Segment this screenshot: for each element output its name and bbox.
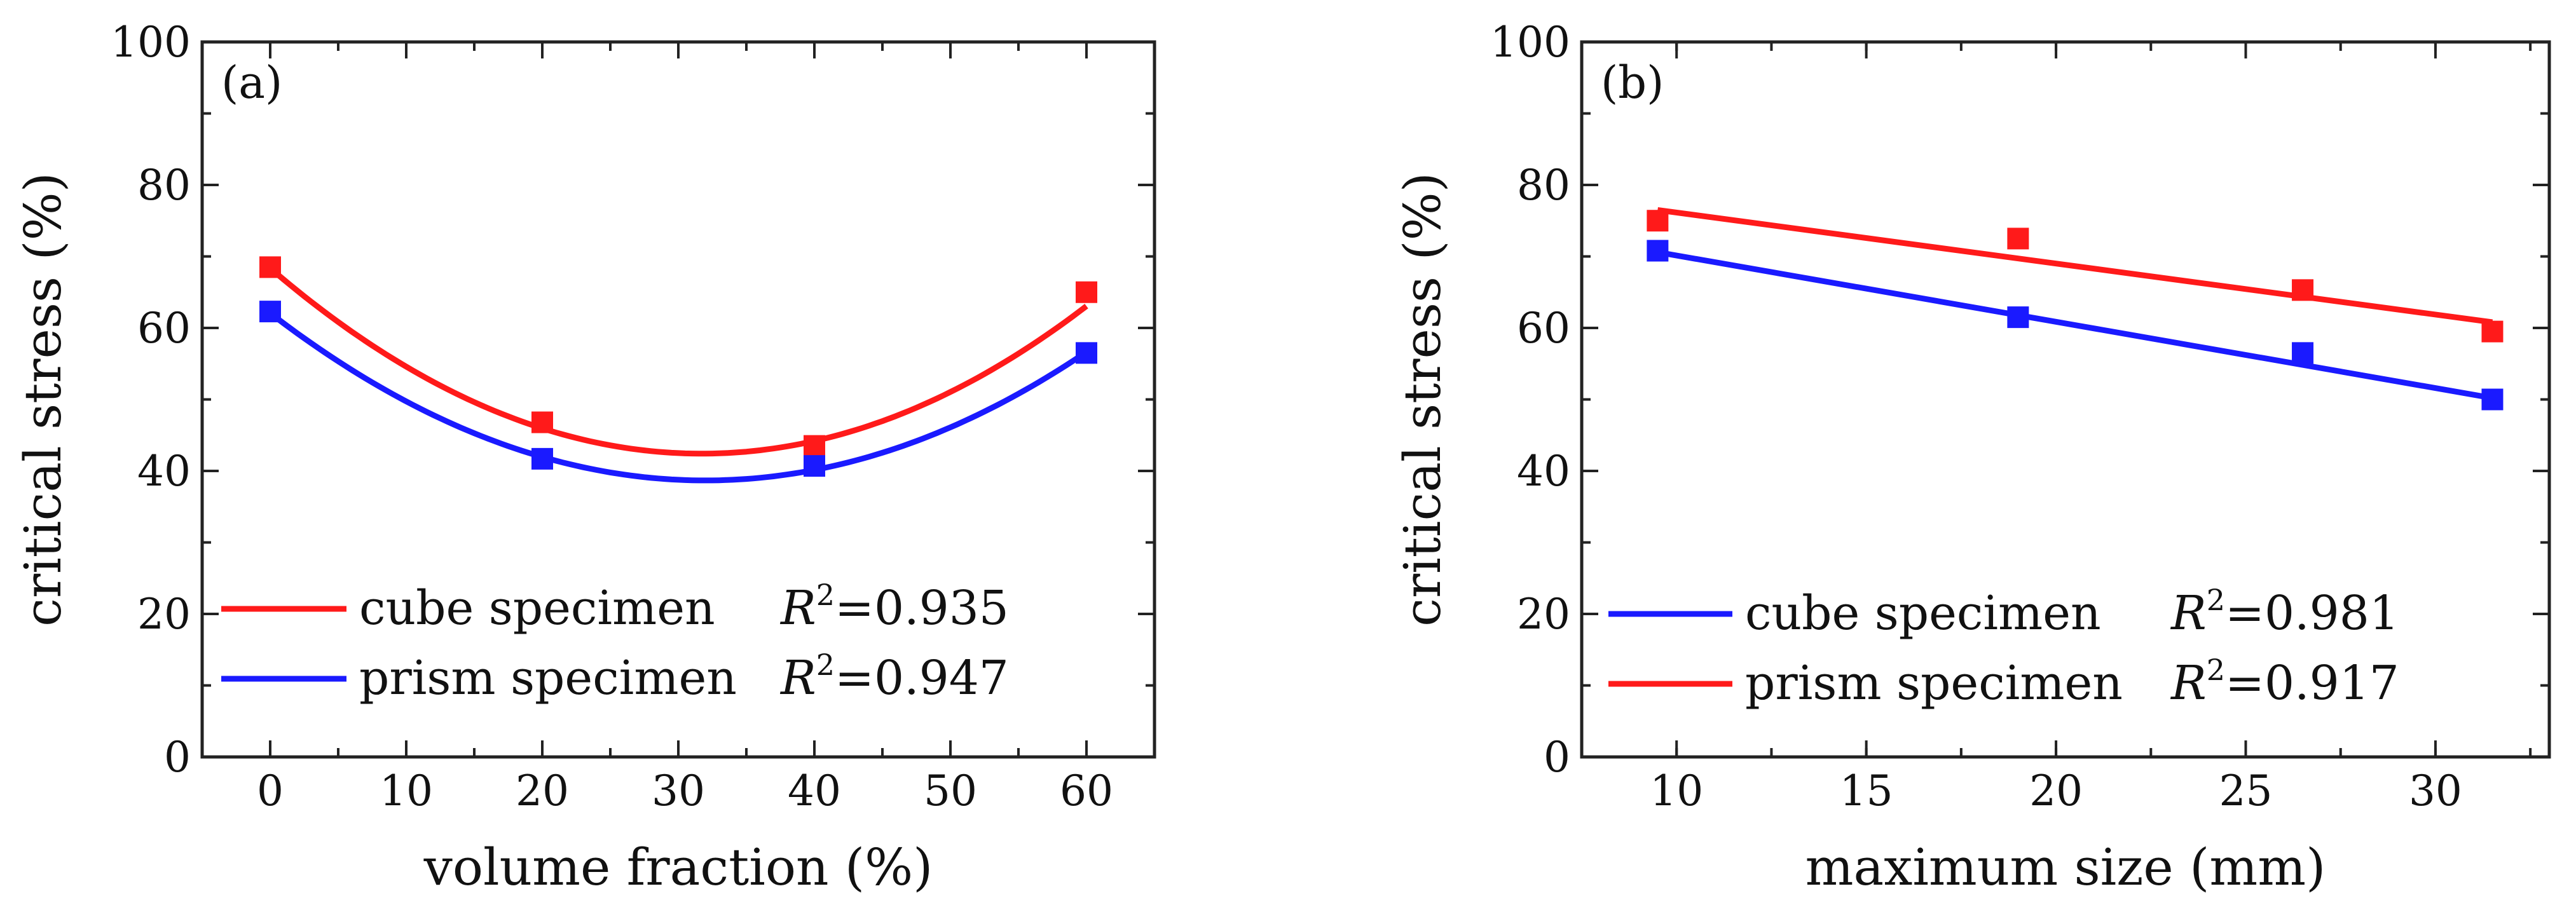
y-tick-label: 100 <box>1490 18 1570 67</box>
fit-line-1 <box>268 266 1088 457</box>
x-tick-label: 0 <box>257 766 284 815</box>
data-point-series-2 <box>804 455 825 477</box>
x-tick-label: 15 <box>1840 766 1893 815</box>
r-exponent: 2 <box>2207 653 2225 687</box>
panel-label: (a) <box>221 57 282 109</box>
r-exponent: 2 <box>816 648 835 682</box>
r2-value: =0.981 <box>2225 586 2399 641</box>
x-tick-label: 60 <box>1060 766 1113 815</box>
data-point-series-1 <box>531 411 553 433</box>
y-axis-label: critical stress (%) <box>13 172 72 627</box>
data-point-series-1 <box>2292 342 2314 364</box>
x-tick-label: 30 <box>652 766 705 815</box>
x-tick-label: 25 <box>2219 766 2273 815</box>
y-tick-label: 80 <box>1517 161 1570 210</box>
y-tick-label: 100 <box>111 18 191 67</box>
r-symbol: R <box>779 651 816 705</box>
data-point-series-1 <box>1076 281 1097 303</box>
x-tick-label: 40 <box>788 766 841 815</box>
data-point-series-1 <box>804 435 825 457</box>
y-tick-label: 20 <box>1517 590 1570 639</box>
y-tick-label: 0 <box>1544 733 1570 782</box>
y-tick-label: 20 <box>137 590 191 639</box>
y-axis-label: critical stress (%) <box>1393 172 1452 627</box>
data-point-series-1 <box>2007 306 2029 329</box>
legend-r2-2: R2=0.917 <box>2170 653 2399 711</box>
x-tick-label: 20 <box>516 766 569 815</box>
y-tick-label: 60 <box>137 304 191 353</box>
data-point-series-1 <box>1647 240 1669 262</box>
r-exponent: 2 <box>816 578 835 612</box>
data-point-series-2 <box>259 301 281 323</box>
legend-r2-1: R2=0.981 <box>2170 583 2399 641</box>
legend-r2-1: R2=0.935 <box>779 578 1009 636</box>
x-axis-label: maximum size (mm) <box>1805 838 2326 897</box>
legend-r2-2: R2=0.947 <box>779 648 1009 705</box>
panel-b: 10 15 20 25 30 0 20 40 60 80 100 maximum size (mm) c… <box>1393 18 2551 897</box>
data-point-series-2 <box>531 447 553 470</box>
r-symbol: R <box>2170 656 2207 711</box>
x-tick-label: 10 <box>380 766 433 815</box>
data-point-series-1 <box>259 256 281 278</box>
x-tick-label: 10 <box>1650 766 1703 815</box>
x-axis-label: volume fraction (%) <box>423 838 933 897</box>
x-tick-label: 30 <box>2409 766 2462 815</box>
data-point-series-2 <box>2007 228 2029 250</box>
y-tick-label: 40 <box>137 447 191 496</box>
r-symbol: R <box>779 581 816 636</box>
r2-value: =0.947 <box>835 651 1009 705</box>
data-point-series-2 <box>2481 320 2504 343</box>
x-tick-label: 20 <box>2029 766 2083 815</box>
fit-line-2 <box>268 311 1088 484</box>
legend-label-2: prism specimen <box>359 651 737 705</box>
panel-a: 0 10 20 30 40 50 60 0 20 40 60 80 100 volume fraction… <box>13 18 1156 897</box>
data-point-series-2 <box>2292 279 2314 301</box>
data-point-series-2 <box>1076 342 1097 364</box>
y-tick-label: 60 <box>1517 304 1570 353</box>
plot-frame <box>1580 40 2551 759</box>
panel-label: (b) <box>1601 57 1664 109</box>
legend-label-2: prism specimen <box>1745 656 2123 711</box>
y-tick-label: 80 <box>137 161 191 210</box>
data-point-series-2 <box>1647 210 1669 232</box>
data-point-series-1 <box>2481 388 2504 411</box>
r2-value: =0.917 <box>2225 656 2399 711</box>
x-tick-label: 50 <box>924 766 977 815</box>
r-exponent: 2 <box>2207 583 2225 617</box>
fit-line-1 <box>1657 249 2493 401</box>
r2-value: =0.935 <box>835 581 1009 636</box>
y-tick-label: 0 <box>164 733 191 782</box>
y-tick-label: 40 <box>1517 447 1570 496</box>
r-symbol: R <box>2170 586 2207 641</box>
fit-line-2 <box>1657 207 2493 325</box>
legend-label-1: cube specimen <box>1745 586 2101 641</box>
legend-label-1: cube specimen <box>359 581 715 636</box>
